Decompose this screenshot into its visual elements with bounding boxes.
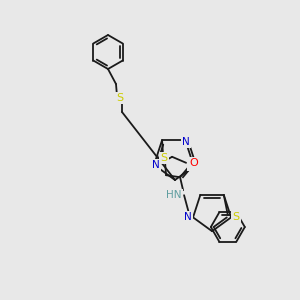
Text: N: N [182, 137, 190, 147]
Text: S: S [160, 153, 168, 163]
Text: S: S [116, 93, 124, 103]
Text: N: N [184, 212, 192, 222]
Text: HN: HN [166, 190, 182, 200]
Text: S: S [232, 212, 240, 222]
Text: N: N [188, 160, 196, 170]
Text: O: O [190, 158, 198, 168]
Text: N: N [152, 160, 160, 170]
